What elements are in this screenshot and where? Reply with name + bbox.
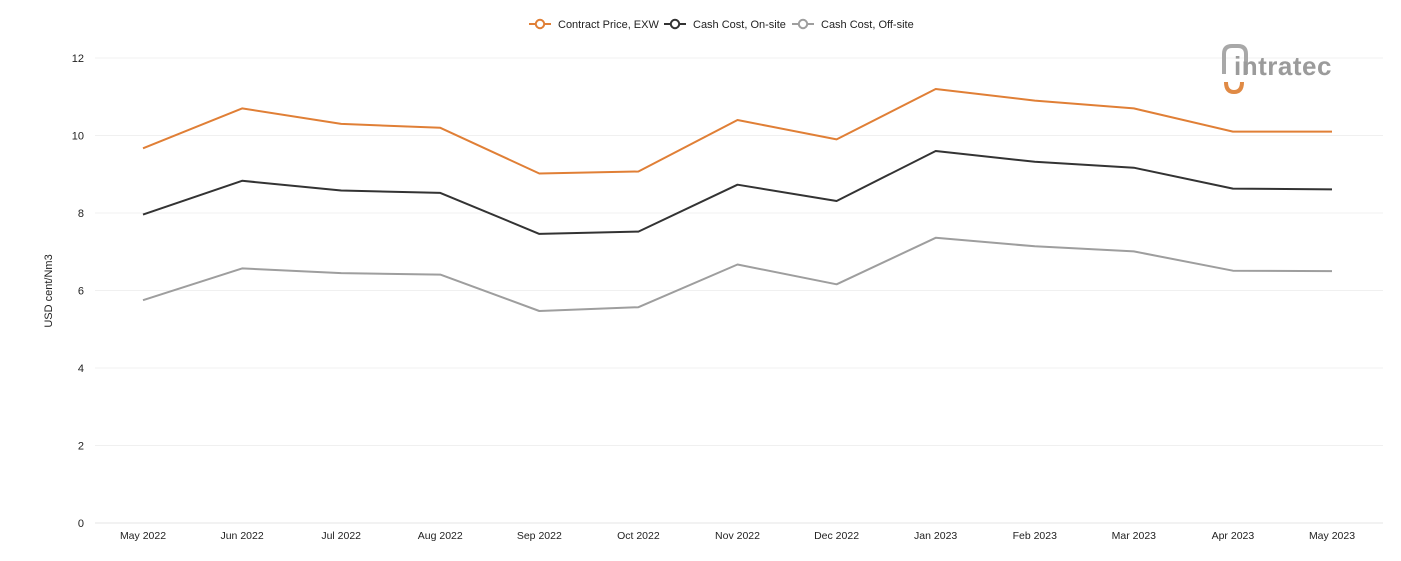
y-tick-label: 6	[78, 286, 84, 298]
y-tick-label: 12	[72, 53, 84, 65]
series-line-3	[142, 236, 1333, 312]
y-tick-label: 10	[72, 131, 84, 143]
x-tick-label: Nov 2022	[715, 530, 760, 542]
x-tick-label: Jun 2022	[220, 530, 263, 542]
x-tick-label: Oct 2022	[617, 530, 660, 542]
x-tick-label: Dec 2022	[814, 530, 859, 542]
legend-item-1[interactable]: Contract Price, EXW	[529, 18, 659, 31]
legend-label: Contract Price, EXW	[558, 19, 659, 31]
x-tick-label: Aug 2022	[418, 530, 463, 542]
y-tick-label: 8	[78, 208, 84, 220]
legend-label: Cash Cost, Off-site	[821, 19, 914, 31]
legend-marker-icon	[534, 18, 546, 30]
series-line-2	[142, 150, 1333, 235]
y-tick-label: 4	[78, 363, 84, 375]
x-tick-label: Sep 2022	[517, 530, 562, 542]
logo-mark-icon	[1222, 44, 1248, 74]
x-tick-label: May 2023	[1309, 530, 1355, 542]
y-axis-label: USD cent/Nm3	[43, 254, 55, 327]
x-tick-label: Jan 2023	[914, 530, 957, 542]
x-axis: May 2022 Jun 2022 Jul 2022 Aug 2022 Sep 2022…	[120, 530, 1355, 542]
intratec-logo: intratec	[1222, 44, 1332, 95]
legend-marker-icon	[797, 18, 809, 30]
legend-item-2[interactable]: Cash Cost, On-site	[664, 18, 786, 31]
x-tick-label: Mar 2023	[1112, 530, 1157, 542]
y-tick-label: 0	[78, 518, 84, 530]
series-lines	[142, 88, 1333, 312]
gridlines	[95, 57, 1383, 524]
x-tick-label: May 2022	[120, 530, 166, 542]
logo-text: intratec	[1234, 51, 1332, 81]
x-tick-label: Feb 2023	[1013, 530, 1058, 542]
y-axis: 0 2 4 6 8 10 12	[72, 53, 84, 530]
legend-item-3[interactable]: Cash Cost, Off-site	[792, 18, 914, 31]
x-tick-label: Apr 2023	[1212, 530, 1255, 542]
series-line-1	[142, 88, 1332, 175]
legend-marker-icon	[669, 18, 681, 30]
x-tick-label: Jul 2022	[321, 530, 361, 542]
y-tick-label: 2	[78, 441, 84, 453]
legend[interactable]: Contract Price, EXW Cash Cost, On-site Cas…	[529, 18, 914, 31]
legend-label: Cash Cost, On-site	[693, 19, 786, 31]
logo-accent-icon	[1224, 81, 1244, 95]
